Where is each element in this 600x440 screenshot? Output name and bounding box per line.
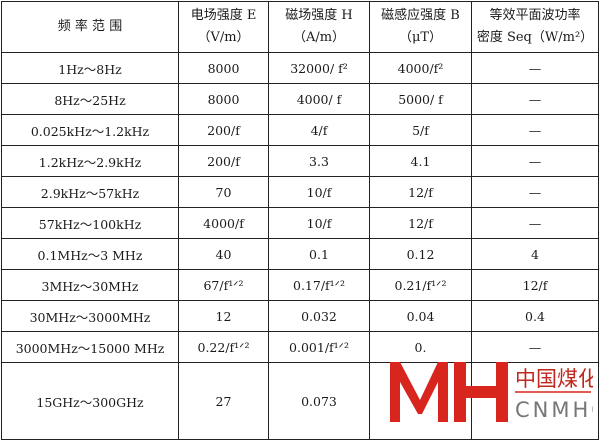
table-row: 1.2kHz～2.9kHz 200/f 3.3 4.1—: [1, 145, 599, 177]
table-cell: 67/f¹ᐟ²: [178, 269, 269, 301]
header-line-1: 磁感应强度 B: [381, 8, 460, 23]
table-cell: 57kHz～100kHz: [1, 207, 179, 239]
table-cell: 32000/ f²: [268, 52, 370, 84]
table-cell: 27: [178, 362, 269, 440]
column-header: 电场强度 E （V/m）: [178, 1, 269, 53]
table-cell: 3MHz～30MHz: [1, 269, 179, 301]
table-cell: 1Hz～8Hz: [1, 52, 179, 84]
table-cell: 4: [471, 238, 599, 270]
table-cell: 0.: [369, 331, 472, 363]
table-row: 8Hz～25Hz 8000 4000/ f 5000/ f —: [1, 83, 599, 115]
table-row: 57kHz～100kHz 4000/f 10/f 12/f —: [1, 207, 599, 239]
table-cell: 12/f: [369, 207, 472, 239]
table-cell: 0.001/f¹ᐟ²: [268, 331, 370, 363]
column-header: 磁感应强度 B （μT）: [369, 1, 472, 53]
table-cell: —: [471, 331, 599, 363]
table-cell: 1.2kHz～2.9kHz: [1, 145, 179, 177]
table-cell: 12/f: [369, 176, 472, 208]
table-cell: 3000MHz～15000 MHz: [1, 331, 179, 363]
table-cell: 4000/f: [178, 207, 269, 239]
table-row: 30MHz～3000MHz 12 0.032 0.04 0.4: [1, 300, 599, 332]
table-cell: 10/f: [268, 176, 370, 208]
table-cell: —: [471, 145, 599, 177]
table-cell: 8000: [178, 52, 269, 84]
table-cell: 0.12: [369, 238, 472, 270]
table-cell: 40: [178, 238, 269, 270]
table-cell: 0.21/f¹ᐟ²: [369, 269, 472, 301]
table-cell: 0.025kHz～1.2kHz: [1, 114, 179, 146]
table-cell: 15GHz～300GHz: [1, 362, 179, 440]
table-cell: 0.4: [471, 300, 599, 332]
table-cell: 0.22/f¹ᐟ²: [178, 331, 269, 363]
table-cell: 2.9kHz～57kHz: [1, 176, 179, 208]
table-cell: 4/f: [268, 114, 370, 146]
header-line-1: 磁场强度 H: [285, 8, 353, 23]
table-cell: 0.04: [369, 300, 472, 332]
table-cell: 10/f: [268, 207, 370, 239]
svg-text:CNMHG: CNMHG: [515, 398, 593, 422]
table-cell: 5/f: [369, 114, 472, 146]
header-line-2: 密度 Seq（W/m²）: [476, 30, 594, 45]
table-cell: 0.1: [268, 238, 370, 270]
table-row: 1Hz～8Hz 8000 32000/ f² 4000/f² —: [1, 52, 599, 84]
table-row: 0.025kHz～1.2kHz 200/f 4/f 5/f —: [1, 114, 599, 146]
table-cell: —: [471, 83, 599, 115]
header-line-1: 频 率 范 围: [57, 19, 123, 34]
header-line-2: （V/m）: [197, 30, 250, 45]
table-cell: 8000: [178, 83, 269, 115]
table-cell: 0.032: [268, 300, 370, 332]
table-cell: —: [471, 207, 599, 239]
watermark-logo: 中国煤化工 CNMHG: [388, 360, 593, 425]
table-cell: 0.1MHz～3 MHz: [1, 238, 179, 270]
table-cell: 0.073: [268, 362, 370, 440]
table-row: 3000MHz～15000 MHz 0.22/f¹ᐟ² 0.001/f¹ᐟ² 0. —: [1, 331, 599, 363]
table-cell: 3.3: [268, 145, 370, 177]
table-cell: 200/f: [178, 145, 269, 177]
header-line-1: 电场强度 E: [190, 8, 257, 23]
table-cell: 12/f: [471, 269, 599, 301]
table-row: 2.9kHz～57kHz 70 10/f 12/f —: [1, 176, 599, 208]
table-cell: —: [471, 114, 599, 146]
table-cell: 0.17/f¹ᐟ²: [268, 269, 370, 301]
table-row: 3MHz～30MHz 67/f¹ᐟ² 0.17/f¹ᐟ² 0.21/f¹ᐟ² 12/f: [1, 269, 599, 301]
table-cell: 4.1: [369, 145, 472, 177]
table-cell: 4000/f²: [369, 52, 472, 84]
header-row: 频 率 范 围 电场强度 E （V/m） 磁场强度 H （A/m） 磁感应强度 B （μT）…: [1, 1, 599, 53]
table-cell: [471, 362, 599, 440]
table-row: 0.1MHz～3 MHz 40 0.1 0.12 4: [1, 238, 599, 270]
header-line-2: （A/m）: [292, 30, 346, 45]
header-line-2: （μT）: [398, 30, 443, 45]
column-header: 频 率 范 围: [1, 1, 179, 53]
header-line-1: 等效平面波功率: [489, 8, 581, 23]
column-header: 等效平面波功率 密度 Seq（W/m²）: [471, 1, 599, 53]
table-cell: 4000/ f: [268, 83, 370, 115]
table-cell: 12: [178, 300, 269, 332]
table-cell: 5000/ f: [369, 83, 472, 115]
table-cell: 30MHz～3000MHz: [1, 300, 179, 332]
svg-text:中国煤化工: 中国煤化工: [515, 367, 593, 391]
table-cell: —: [471, 52, 599, 84]
column-header: 磁场强度 H （A/m）: [268, 1, 370, 53]
table-cell: 70: [178, 176, 269, 208]
table-cell: 200/f: [178, 114, 269, 146]
table-cell: —: [471, 176, 599, 208]
table-cell: 8Hz～25Hz: [1, 83, 179, 115]
